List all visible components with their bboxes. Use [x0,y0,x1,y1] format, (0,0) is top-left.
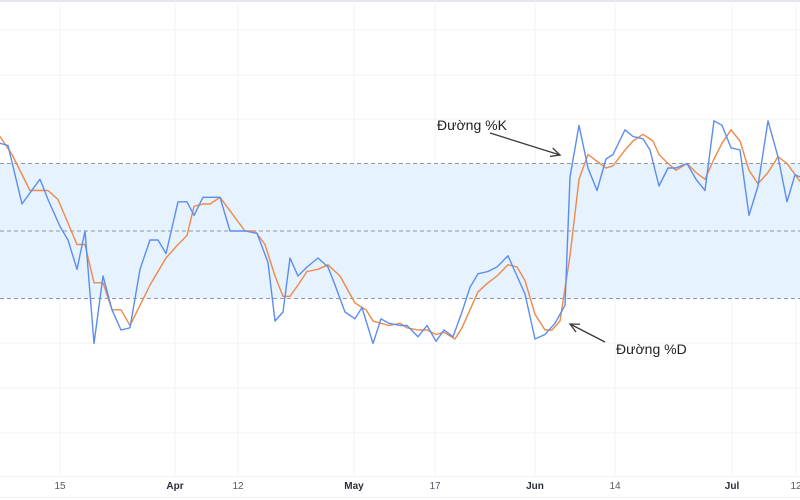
d-line-annotation: Đường %D [616,341,687,357]
x-tick-label: 12 [790,481,800,492]
stochastic-chart[interactable] [0,0,800,476]
x-tick-label: Apr [166,481,184,492]
x-tick-label: 17 [429,481,441,492]
annotation-arrows [489,132,606,343]
x-tick-label: 14 [609,481,621,492]
x-tick-label: Jun [526,481,544,492]
d-line-series [0,129,800,340]
x-tick-label: May [344,481,364,492]
x-tick-label: Jul [724,481,740,492]
x-tick-label: 12 [232,481,244,492]
band-lines [0,163,800,299]
x-tick-label: 15 [54,481,66,492]
k-line-series [0,120,800,345]
k-line-annotation: Đường %K [437,117,507,133]
top-border [0,0,800,2]
x-axis[interactable]: 15 Apr 12 May 17 Jun 14 Jul 12 [0,476,800,498]
